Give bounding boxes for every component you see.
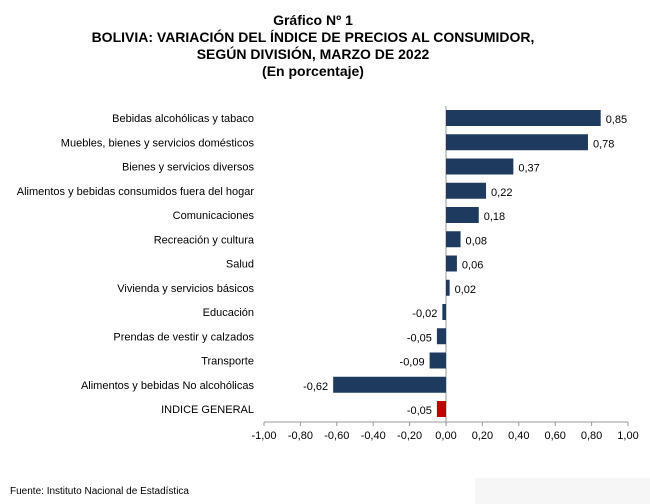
x-tick-label: 1,00	[617, 430, 638, 442]
x-tick-label: 0,40	[508, 430, 529, 442]
bar	[429, 352, 446, 369]
value-label: 0,22	[491, 187, 512, 199]
value-label: 0,02	[455, 284, 476, 296]
bar	[446, 134, 588, 151]
chart-title-line-1: Gráfico Nº 1	[273, 12, 353, 28]
category-label: Recreación y cultura	[154, 234, 255, 246]
value-label: 0,08	[466, 235, 487, 247]
chart-title-line-3: SEGÚN DIVISIÓN, MARZO DE 2022	[196, 46, 430, 62]
category-label: INDICE GENERAL	[161, 404, 254, 416]
x-tick-label: 0,80	[581, 430, 602, 442]
x-tick-label: 0,60	[544, 430, 565, 442]
chart-subtitle: (En porcentaje)	[262, 63, 364, 79]
category-label: Educación	[203, 307, 254, 319]
value-label: 0,18	[484, 211, 505, 223]
background-shade	[475, 478, 650, 504]
chart-title-line-2: BOLIVIA: VARIACIÓN DEL ÍNDICE DE PRECIOS…	[91, 29, 535, 45]
x-tick-label: -1,00	[251, 430, 276, 442]
x-tick-label: 0,00	[435, 430, 456, 442]
value-label: -0,09	[400, 357, 425, 369]
value-label: 0,06	[462, 260, 483, 272]
bar	[436, 328, 446, 345]
category-label: Vivienda y servicios básicos	[117, 283, 254, 295]
category-label: Alimentos y bebidas consumidos fuera del…	[17, 186, 255, 198]
x-tick-label: 0,20	[472, 430, 493, 442]
category-label: Alimentos y bebidas No alcohólicas	[81, 380, 255, 392]
x-tick-label: -0,80	[288, 430, 313, 442]
x-tick-label: -0,40	[361, 430, 386, 442]
category-label: Comunicaciones	[173, 210, 255, 222]
x-tick-label: -0,60	[324, 430, 349, 442]
category-label: Muebles, bienes y servicios domésticos	[61, 137, 255, 149]
bar	[446, 182, 487, 199]
source-note: Fuente: Instituto Nacional de Estadístic…	[10, 486, 189, 497]
bar	[442, 304, 446, 320]
bar	[446, 279, 450, 296]
category-label: Prendas de vestir y calzados	[113, 331, 254, 343]
value-label: 0,78	[593, 138, 614, 150]
category-label: Salud	[226, 259, 254, 271]
category-label: Transporte	[201, 356, 254, 368]
bar	[446, 207, 479, 223]
bar	[446, 110, 601, 126]
category-label: Bienes y servicios diversos	[122, 162, 255, 174]
bar	[333, 376, 446, 393]
x-tick-label: -0,20	[397, 430, 422, 442]
value-label: -0,05	[407, 332, 432, 344]
bar	[446, 231, 461, 248]
value-label: -0,62	[303, 381, 328, 393]
category-label: Bebidas alcohólicas y tabaco	[112, 113, 254, 125]
chart-title: Gráfico Nº 1 BOLIVIA: VARIACIÓN DEL ÍNDI…	[0, 12, 626, 80]
bar	[446, 158, 514, 175]
bar	[436, 401, 446, 417]
value-label: 0,37	[518, 163, 539, 175]
value-label: 0,85	[606, 114, 627, 126]
bar	[446, 255, 457, 272]
value-label: -0,02	[412, 308, 437, 320]
value-label: -0,05	[407, 405, 432, 417]
